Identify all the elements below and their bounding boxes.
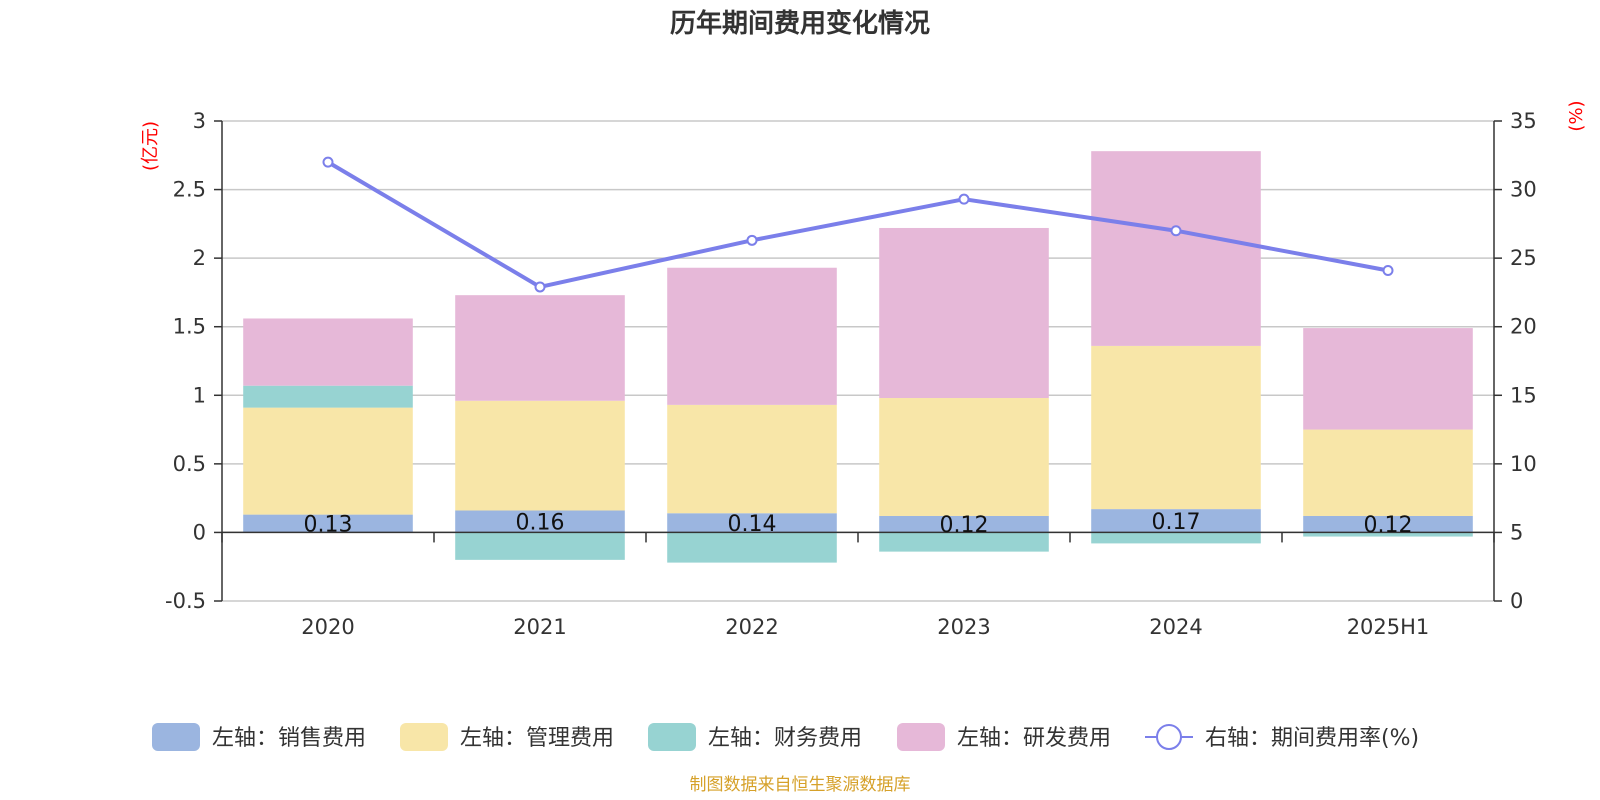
- labels-layer: 0.13 0.16 0.14 0.12 0.17 0.12: [304, 510, 1413, 538]
- left-axis-tick-label: -0.5: [165, 589, 206, 613]
- right-axis-tick-label: 0: [1510, 589, 1523, 613]
- bar-segment: [879, 532, 1049, 552]
- x-axis-tick-label: 2024: [1149, 615, 1202, 639]
- bar-segment: [243, 514, 413, 533]
- bar-segment: [455, 400, 625, 511]
- left-axis-unit: (亿元): [140, 121, 161, 171]
- right-axis-tick-label: 5: [1510, 520, 1523, 544]
- left-axis-tick-label: 2: [193, 246, 206, 270]
- axes-layer: 3 2.5 2 1.5 1 0.5 0 -0.5 35 30 25 20 15 10 5 0 2020 2021 2…: [165, 109, 1537, 639]
- legend-label: 左轴：管理费用: [460, 726, 614, 751]
- x-axis-tick-label: 2020: [301, 615, 354, 639]
- legend-label: 左轴：销售费用: [212, 726, 366, 751]
- left-axis-tick-label: 1.5: [173, 315, 206, 339]
- left-axis-tick-label: 2.5: [173, 178, 206, 202]
- bar-segment: [1091, 509, 1261, 533]
- line-point: [1382, 264, 1394, 276]
- bar-segment: [455, 295, 625, 401]
- left-axis-tick-label: 3: [193, 109, 206, 133]
- legend-label: 右轴：期间费用率(%): [1205, 726, 1419, 751]
- x-axis-tick-label: 2022: [725, 615, 778, 639]
- bar-data-label: 0.12: [1364, 513, 1413, 538]
- legend: 左轴：销售费用 左轴：管理费用 左轴：财务费用 左轴：研发费用 右轴：期间费用率(%): [152, 723, 1419, 751]
- bar-segment: [1091, 151, 1261, 346]
- right-axis-tick-label: 10: [1510, 452, 1537, 476]
- legend-line-marker: [1156, 724, 1182, 750]
- chart-title: 历年期间费用变化情况: [670, 8, 930, 39]
- line-point: [322, 156, 334, 168]
- bar-segment: [1091, 532, 1261, 544]
- legend-swatch: [897, 723, 945, 751]
- right-axis-unit: (%): [1566, 100, 1587, 131]
- bar-data-label: 0.13: [304, 513, 353, 538]
- bar-segment: [455, 532, 625, 560]
- legend-swatch: [400, 723, 448, 751]
- bars-layer: [243, 151, 1473, 563]
- line-layer: [322, 156, 1394, 293]
- bar-segment: [667, 267, 837, 405]
- right-axis-tick-label: 25: [1510, 246, 1537, 270]
- line-point: [746, 234, 758, 246]
- line-point: [1170, 225, 1182, 237]
- legend-swatch: [648, 723, 696, 751]
- x-axis-tick-label: 2025H1: [1347, 615, 1430, 639]
- bar-segment: [1303, 328, 1473, 430]
- bar-segment: [243, 385, 413, 408]
- bar-segment: [1091, 345, 1261, 510]
- bar-segment: [879, 398, 1049, 516]
- right-axis-tick-label: 30: [1510, 178, 1537, 202]
- right-axis-tick-label: 35: [1510, 109, 1537, 133]
- bar-segment: [879, 515, 1049, 533]
- bar-segment: [1303, 515, 1473, 533]
- right-axis-tick-label: 20: [1510, 315, 1537, 339]
- bar-segment: [1303, 532, 1473, 537]
- legend-label: 左轴：财务费用: [708, 726, 862, 751]
- bar-data-label: 0.12: [940, 513, 989, 538]
- x-axis-tick-label: 2023: [937, 615, 990, 639]
- x-axis-tick-label: 2021: [513, 615, 566, 639]
- bar-data-label: 0.14: [728, 512, 777, 537]
- legend-label: 左轴：研发费用: [957, 726, 1111, 751]
- bar-segment: [667, 513, 837, 533]
- expense-rate-line: [326, 160, 1390, 289]
- bar-segment: [243, 318, 413, 386]
- bar-segment: [879, 227, 1049, 399]
- left-axis-tick-label: 0: [193, 520, 206, 544]
- bar-data-label: 0.16: [516, 510, 565, 535]
- left-axis-tick-label: 0.5: [173, 452, 206, 476]
- source-note: 制图数据来自恒生聚源数据库: [690, 775, 911, 795]
- legend-swatch: [152, 723, 200, 751]
- bar-segment: [243, 407, 413, 515]
- bar-segment: [1303, 429, 1473, 516]
- bar-segment: [667, 532, 837, 563]
- bar-segment: [455, 510, 625, 533]
- line-point: [534, 281, 546, 293]
- bar-data-label: 0.17: [1152, 510, 1201, 535]
- bar-segment: [667, 404, 837, 514]
- left-axis-tick-label: 1: [193, 383, 206, 407]
- line-point: [958, 193, 970, 205]
- right-axis-tick-label: 15: [1510, 383, 1537, 407]
